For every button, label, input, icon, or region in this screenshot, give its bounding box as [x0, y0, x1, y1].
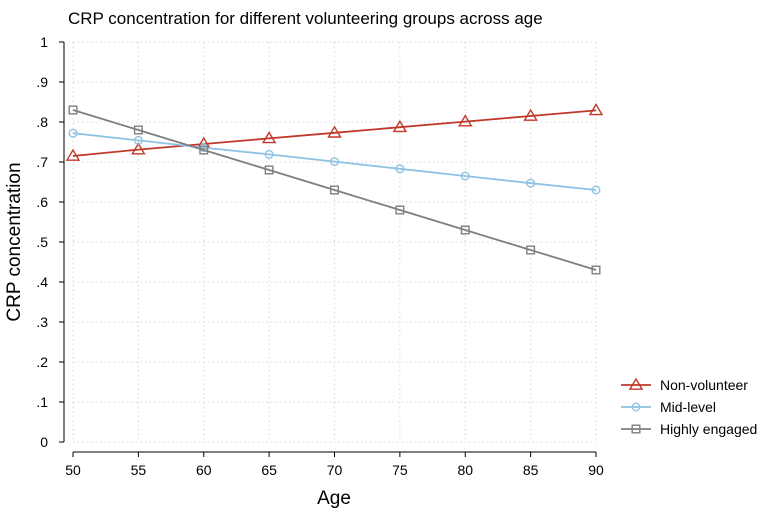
data-point-mid-level: [526, 178, 536, 188]
data-point-non-volunteer: [458, 114, 473, 127]
legend: Non-volunteer Mid-level Highly engaged: [621, 377, 757, 437]
data-point-highly-engaged: [264, 165, 274, 175]
data-point-highly-engaged: [591, 265, 601, 275]
data-point-mid-level: [395, 164, 405, 174]
series-line-mid-level: [72, 132, 597, 191]
legend-item-non-volunteer: Non-volunteer: [621, 377, 748, 393]
x-tick-label: 70: [327, 462, 343, 478]
data-point-highly-engaged: [460, 225, 470, 235]
legend-label: Non-volunteer: [660, 377, 748, 393]
data-point-mid-level: [264, 149, 274, 159]
grid: [72, 41, 597, 443]
y-tick-label: .4: [36, 274, 48, 290]
legend-item-mid-level: Mid-level: [621, 399, 716, 415]
legend-marker: [628, 377, 644, 390]
x-tick-label: 80: [457, 462, 473, 478]
x-tick-label: 75: [392, 462, 408, 478]
data-point-highly-engaged: [133, 125, 143, 135]
data-point-mid-level: [133, 135, 143, 145]
y-tick-label: .6: [36, 194, 48, 210]
x-axis-title: Age: [317, 488, 351, 509]
x-tick-label: 65: [261, 462, 277, 478]
y-tick-label: .9: [36, 74, 48, 90]
legend-label: Mid-level: [660, 399, 716, 415]
series-mid-level: [68, 128, 601, 195]
y-tick-label: .5: [36, 234, 48, 250]
legend-marker: [631, 402, 641, 412]
series-highly-engaged: [68, 105, 601, 275]
data-point-mid-level: [330, 157, 340, 167]
data-point-non-volunteer: [523, 108, 538, 121]
y-axis-title: CRP concentration: [4, 162, 25, 321]
data-point-highly-engaged: [330, 185, 340, 195]
data-point-highly-engaged: [68, 105, 78, 115]
y-tick-label: 0: [40, 434, 48, 450]
data-point-mid-level: [68, 128, 78, 138]
x-tick-label: 55: [131, 462, 147, 478]
y-tick-label: .2: [36, 354, 48, 370]
x-tick-label: 85: [523, 462, 539, 478]
data-point-non-volunteer: [131, 142, 146, 155]
legend-label: Highly engaged: [660, 421, 757, 437]
data-point-non-volunteer: [65, 148, 81, 161]
x-tick-label: 90: [588, 462, 604, 478]
legend-marker: [631, 424, 641, 434]
y-tick-label: .7: [36, 154, 48, 170]
y-tick-label: .8: [36, 114, 48, 130]
y-tick-label: .3: [36, 314, 48, 330]
data-point-highly-engaged: [395, 205, 405, 215]
series-line-non-volunteer: [72, 109, 597, 157]
chart-title: CRP concentration for different voluntee…: [68, 9, 543, 28]
x-tick-label: 60: [196, 462, 212, 478]
data-point-mid-level: [460, 171, 470, 181]
data-point-non-volunteer: [261, 131, 277, 144]
series-non-volunteer: [65, 103, 604, 161]
data-point-highly-engaged: [199, 145, 209, 155]
series-line-highly-engaged: [72, 109, 597, 271]
data-point-non-volunteer: [392, 119, 408, 133]
axes: 0 .1 .2 .3 .4 .5 .6 .7 .8 .9 1 50 55 60 65 70 75 80 85 90: [36, 34, 604, 478]
data-point-non-volunteer: [327, 125, 342, 138]
data-point-non-volunteer: [588, 103, 604, 116]
series: [65, 103, 604, 275]
y-tick-label: 1: [40, 34, 48, 50]
x-tick-label: 50: [65, 462, 81, 478]
y-tick-label: .1: [36, 394, 48, 410]
data-point-highly-engaged: [526, 245, 536, 255]
data-point-mid-level: [591, 185, 601, 195]
legend-item-highly-engaged: Highly engaged: [621, 421, 757, 437]
